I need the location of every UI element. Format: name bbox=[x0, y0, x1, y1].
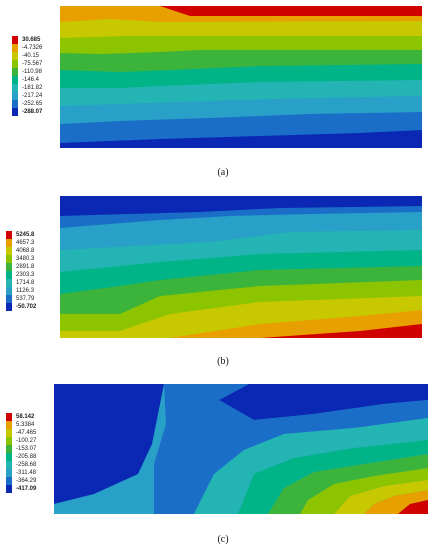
caption-a: (a) bbox=[217, 167, 229, 178]
caption-c: (c) bbox=[217, 534, 229, 545]
legend-b: 5245.8 4657.3 4068.8 3480.3 2891.8 2303.… bbox=[6, 231, 56, 313]
legend-a: 30.685 -4.7326 -40.15 -75.567 -110.98 -1… bbox=[12, 36, 60, 118]
legend-label: -311.48 bbox=[16, 470, 36, 476]
legend-min-label: -288.07 bbox=[22, 109, 43, 115]
legend-swatch bbox=[6, 295, 12, 303]
legend-label: 2891.8 bbox=[16, 264, 35, 270]
legend-swatch bbox=[12, 36, 18, 44]
legend-swatch bbox=[6, 279, 12, 287]
contour-plot-b bbox=[60, 196, 422, 338]
legend-swatch bbox=[12, 92, 18, 100]
legend-swatch bbox=[12, 60, 18, 68]
legend-label: -252.65 bbox=[22, 101, 43, 107]
legend-label: 5.3384 bbox=[16, 422, 35, 428]
legend-swatch bbox=[6, 231, 12, 239]
contour-band bbox=[398, 500, 428, 514]
legend-swatch bbox=[12, 84, 18, 92]
contour-band bbox=[154, 384, 428, 514]
legend-swatch bbox=[6, 461, 12, 469]
contour-band bbox=[160, 6, 422, 16]
legend-swatch bbox=[6, 421, 12, 429]
legend-swatch bbox=[12, 68, 18, 76]
legend-swatch bbox=[6, 485, 12, 493]
legend-max-label: 58.142 bbox=[16, 414, 35, 420]
contour-band bbox=[54, 384, 164, 504]
legend-label: -100.27 bbox=[16, 438, 37, 444]
legend-label: -205.88 bbox=[16, 454, 37, 460]
legend-label: 1126.3 bbox=[16, 288, 34, 294]
legend-swatch bbox=[12, 44, 18, 52]
legend-swatch bbox=[6, 477, 12, 485]
legend-label: -153.07 bbox=[16, 446, 37, 452]
legend-swatch bbox=[6, 445, 12, 453]
contour-band bbox=[268, 454, 428, 514]
legend-label: 4657.3 bbox=[16, 240, 35, 246]
contour-plot-a bbox=[60, 6, 422, 148]
legend-label: 537.79 bbox=[16, 296, 35, 302]
legend-swatch bbox=[6, 239, 12, 247]
legend-label: -181.82 bbox=[22, 85, 43, 91]
legend-swatch bbox=[6, 429, 12, 437]
legend-label: -146.4 bbox=[22, 77, 40, 83]
legend-max-label: 5245.8 bbox=[16, 232, 35, 238]
legend-min-label: -417.09 bbox=[16, 486, 37, 492]
legend-swatch bbox=[12, 108, 18, 116]
legend-swatch bbox=[6, 271, 12, 279]
legend-label: 1714.8 bbox=[16, 280, 35, 286]
legend-swatch bbox=[6, 255, 12, 263]
legend-swatch bbox=[6, 247, 12, 255]
contour-plot-c bbox=[54, 384, 428, 514]
caption-b: (b) bbox=[217, 356, 229, 367]
legend-label: -4.7326 bbox=[22, 45, 43, 51]
legend-c: 58.142 5.3384 -47.465 -100.27 -153.07 -2… bbox=[6, 413, 56, 495]
legend-label: 3480.3 bbox=[16, 256, 35, 262]
contour-band bbox=[238, 440, 428, 514]
contour-band bbox=[60, 196, 422, 338]
legend-swatch bbox=[6, 413, 12, 421]
legend-label: -258.68 bbox=[16, 462, 37, 468]
legend-label: -47.465 bbox=[16, 430, 37, 436]
contour-band bbox=[194, 418, 428, 514]
contour-band bbox=[219, 384, 428, 420]
legend-swatch bbox=[12, 76, 18, 84]
legend-swatch bbox=[12, 100, 18, 108]
contour-band bbox=[60, 196, 422, 216]
legend-label: -40.15 bbox=[22, 53, 40, 59]
legend-swatch bbox=[6, 287, 12, 295]
contour-band bbox=[300, 468, 428, 514]
legend-label: 2303.3 bbox=[16, 272, 35, 278]
legend-swatch bbox=[6, 453, 12, 461]
legend-label: -110.98 bbox=[22, 69, 42, 75]
legend-max-label: 30.685 bbox=[22, 37, 41, 43]
legend-swatch bbox=[6, 263, 12, 271]
legend-swatch bbox=[6, 469, 12, 477]
legend-label: 4068.8 bbox=[16, 248, 35, 254]
legend-label: -364.29 bbox=[16, 478, 37, 484]
legend-swatch bbox=[6, 303, 12, 311]
legend-min-label: -50.702 bbox=[16, 304, 37, 310]
legend-label: -217.24 bbox=[22, 93, 43, 99]
contour-band bbox=[364, 490, 428, 514]
contour-band bbox=[334, 480, 428, 514]
legend-label: -75.567 bbox=[22, 61, 43, 67]
legend-swatch bbox=[6, 437, 12, 445]
legend-swatch bbox=[12, 52, 18, 60]
